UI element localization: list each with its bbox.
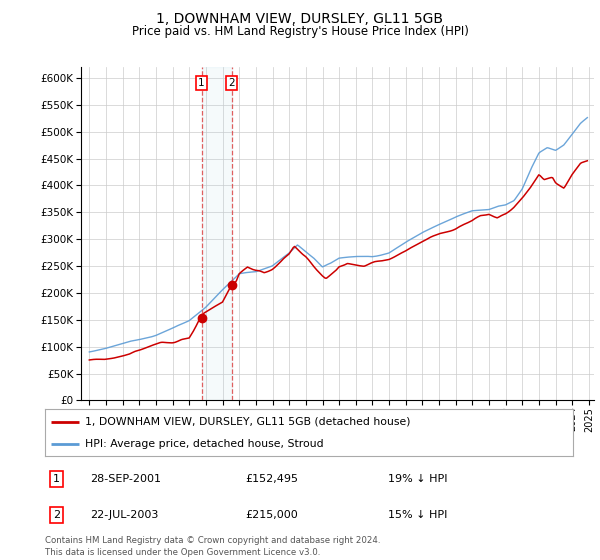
Text: 1, DOWNHAM VIEW, DURSLEY, GL11 5GB (detached house): 1, DOWNHAM VIEW, DURSLEY, GL11 5GB (deta… [85,417,410,427]
Text: 1: 1 [53,474,60,484]
Text: 2: 2 [229,78,235,88]
Text: £215,000: £215,000 [245,510,298,520]
Text: 28-SEP-2001: 28-SEP-2001 [90,474,161,484]
Text: Price paid vs. HM Land Registry's House Price Index (HPI): Price paid vs. HM Land Registry's House … [131,25,469,38]
Text: 1: 1 [198,78,205,88]
Text: 22-JUL-2003: 22-JUL-2003 [90,510,158,520]
Bar [202,67,232,400]
Text: 2: 2 [53,510,60,520]
Text: HPI: Average price, detached house, Stroud: HPI: Average price, detached house, Stro… [85,438,323,449]
Text: 19% ↓ HPI: 19% ↓ HPI [388,474,448,484]
Text: Contains HM Land Registry data © Crown copyright and database right 2024.
This d: Contains HM Land Registry data © Crown c… [45,536,380,557]
Text: 15% ↓ HPI: 15% ↓ HPI [388,510,448,520]
Text: 1, DOWNHAM VIEW, DURSLEY, GL11 5GB: 1, DOWNHAM VIEW, DURSLEY, GL11 5GB [157,12,443,26]
Text: £152,495: £152,495 [245,474,299,484]
